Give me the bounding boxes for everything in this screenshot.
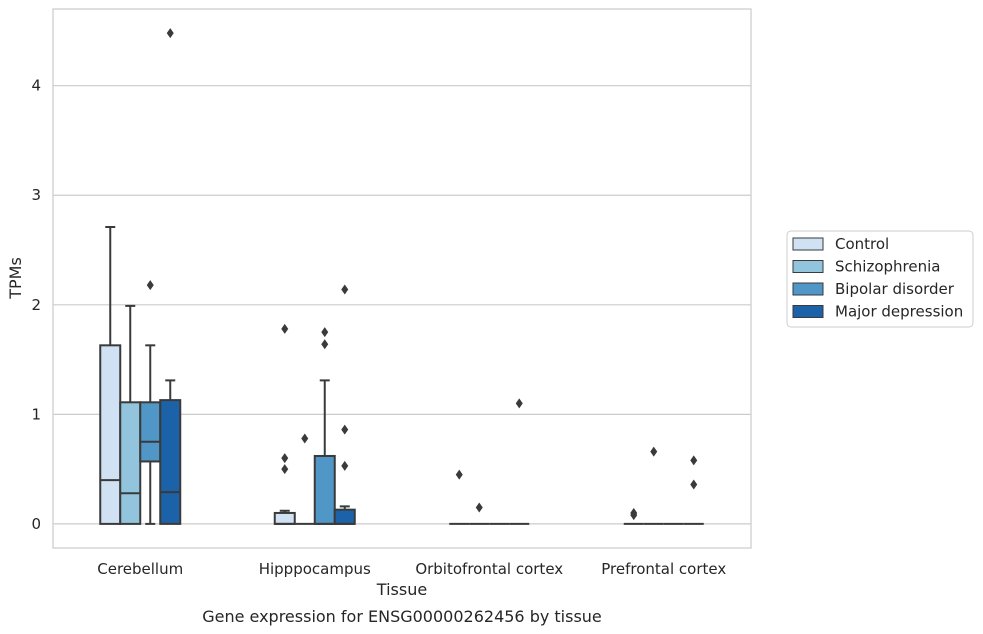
- outlier-point: [690, 455, 698, 466]
- box: [333, 505, 356, 525]
- y-tick-label: 1: [31, 405, 41, 423]
- box-series: [99, 226, 704, 525]
- box: [139, 344, 162, 525]
- legend-label: Control: [835, 235, 889, 253]
- x-axis-label: Tissue: [376, 580, 427, 599]
- box-body: [273, 511, 296, 525]
- box-body: [99, 344, 122, 525]
- legend-label: Schizophrenia: [835, 258, 940, 276]
- x-tick-label: Prefrontal cortex: [601, 560, 726, 578]
- y-tick-label: 3: [31, 186, 41, 204]
- outlier-points: [146, 28, 698, 521]
- outlier-point: [301, 433, 309, 444]
- box: [99, 226, 122, 525]
- outlier-point: [281, 464, 289, 475]
- box-body: [139, 401, 162, 463]
- box-body: [313, 454, 336, 525]
- x-tick-label: Hipppocampus: [259, 560, 371, 578]
- legend-label: Major depression: [835, 303, 963, 321]
- legend-swatch: [792, 237, 824, 251]
- box: [159, 379, 182, 525]
- plot-area: [52, 8, 752, 549]
- x-tick-label: Cerebellum: [97, 560, 183, 578]
- outlier-point: [341, 460, 349, 471]
- outlier-point: [146, 280, 154, 291]
- y-axis-label: TPMs: [6, 257, 25, 300]
- y-tick-labels: 0 1 2 3 4: [31, 77, 41, 533]
- outlier-point: [341, 284, 349, 295]
- outlier-point: [475, 502, 483, 513]
- box-body: [333, 508, 356, 525]
- box: [273, 509, 296, 525]
- y-tick-label: 2: [31, 296, 41, 314]
- outlier-point: [650, 446, 658, 457]
- x-tick-labels: Cerebellum Hipppocampus Orbitofrontal cort…: [97, 560, 726, 578]
- legend-swatch: [792, 260, 824, 273]
- outlier-point: [630, 507, 638, 518]
- legend: Control Schizophrenia Bipolar disorder Majo…: [786, 230, 974, 328]
- outlier-point: [341, 424, 349, 435]
- y-tick-label: 4: [31, 77, 41, 95]
- chart-caption: Gene expression for ENSG00000262456 by t…: [202, 607, 602, 626]
- y-tick-label: 0: [31, 515, 41, 533]
- legend-label: Bipolar disorder: [835, 280, 955, 298]
- outlier-point: [321, 327, 329, 338]
- outlier-point: [455, 469, 463, 480]
- outlier-point: [515, 398, 523, 409]
- box-body: [159, 399, 182, 525]
- legend-frame: [786, 230, 974, 328]
- outlier-point: [166, 28, 174, 39]
- box-body: [119, 401, 142, 525]
- outlier-point: [690, 479, 698, 490]
- x-tick-label: Orbitofrontal cortex: [415, 560, 563, 578]
- legend-swatch: [792, 305, 824, 318]
- outlier-point: [281, 323, 289, 334]
- outlier-point: [281, 453, 289, 464]
- outlier-point: [321, 339, 329, 350]
- box: [313, 379, 336, 525]
- legend-swatch: [792, 282, 824, 296]
- box: [119, 304, 142, 525]
